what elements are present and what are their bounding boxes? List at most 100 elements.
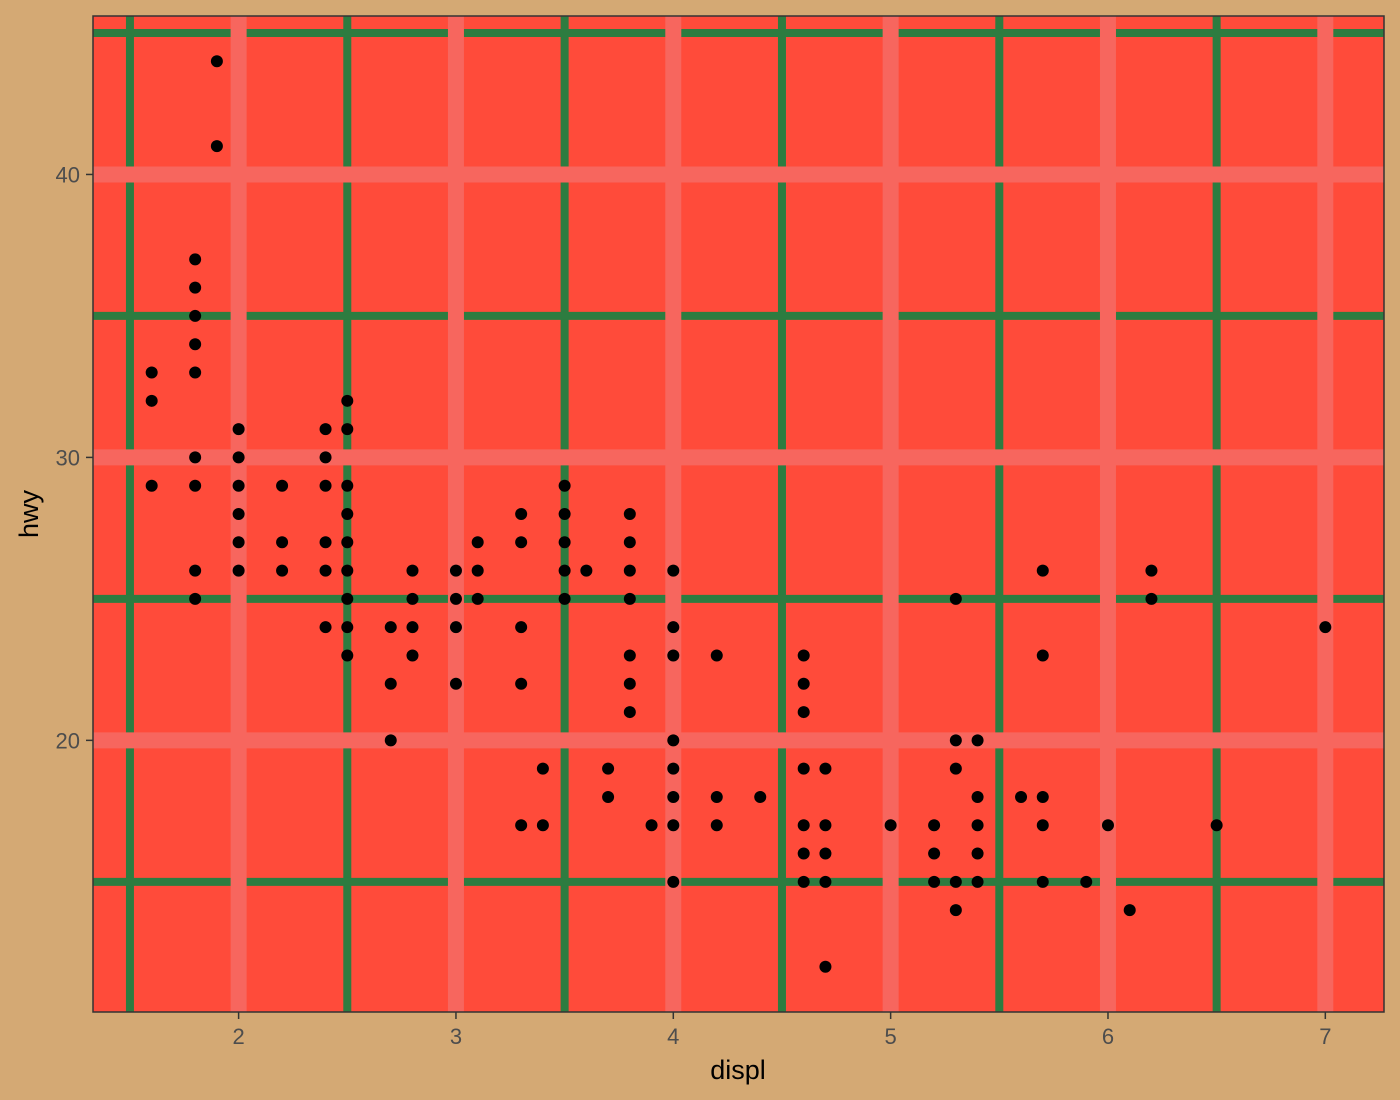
data-point: [449, 592, 462, 605]
x-tick-label: 2: [232, 1024, 244, 1049]
data-point: [558, 592, 571, 605]
data-point: [232, 451, 245, 464]
data-point: [971, 734, 984, 747]
data-point: [1080, 875, 1093, 888]
data-point: [884, 819, 897, 832]
data-point: [1015, 790, 1028, 803]
data-point: [406, 621, 419, 634]
data-point: [623, 536, 636, 549]
data-point: [1036, 819, 1049, 832]
data-point: [232, 564, 245, 577]
data-point: [384, 621, 397, 634]
data-point: [232, 508, 245, 520]
data-point: [406, 592, 419, 605]
data-point: [667, 875, 680, 888]
data-point: [623, 649, 636, 662]
x-tick-label: 7: [1319, 1024, 1331, 1049]
data-point: [406, 649, 419, 662]
data-point: [1036, 649, 1049, 662]
data-point: [819, 960, 832, 973]
data-point: [710, 819, 723, 832]
data-point: [819, 819, 832, 832]
data-point: [1123, 904, 1136, 917]
data-point: [384, 677, 397, 690]
data-point: [145, 394, 158, 407]
data-point: [971, 819, 984, 832]
data-point: [971, 847, 984, 860]
y-axis-title: hwy: [14, 489, 44, 538]
data-point: [232, 423, 245, 436]
data-point: [623, 706, 636, 719]
data-point: [210, 140, 223, 153]
data-point: [341, 508, 354, 520]
data-point: [797, 875, 810, 888]
data-point: [602, 762, 615, 775]
data-point: [949, 592, 962, 605]
data-point: [819, 847, 832, 860]
data-point: [558, 536, 571, 549]
data-point: [319, 451, 332, 464]
data-point: [471, 592, 484, 605]
data-point: [189, 338, 202, 351]
data-point: [189, 592, 202, 605]
data-point: [449, 621, 462, 634]
data-point: [210, 55, 223, 68]
data-point: [319, 621, 332, 634]
data-point: [623, 677, 636, 690]
panel-background: [93, 16, 1384, 1012]
data-point: [667, 790, 680, 803]
data-point: [623, 592, 636, 605]
data-point: [319, 536, 332, 549]
x-axis-ticks: 2 3 4 5 6 7: [232, 1012, 1331, 1049]
data-point: [754, 790, 767, 803]
y-axis-ticks: 20 30 40: [56, 162, 93, 753]
data-point: [797, 847, 810, 860]
data-point: [1319, 621, 1332, 634]
data-point: [536, 762, 549, 775]
data-point: [558, 564, 571, 577]
data-point: [515, 621, 528, 634]
data-point: [667, 762, 680, 775]
data-point: [449, 677, 462, 690]
data-point: [319, 564, 332, 577]
data-point: [667, 649, 680, 662]
data-point: [602, 790, 615, 803]
data-point: [276, 536, 289, 549]
data-point: [515, 536, 528, 549]
x-tick-label: 6: [1102, 1024, 1114, 1049]
data-point: [797, 706, 810, 719]
data-point: [145, 366, 158, 379]
data-point: [406, 564, 419, 577]
data-point: [232, 479, 245, 492]
data-point: [471, 536, 484, 549]
x-tick-label: 4: [667, 1024, 679, 1049]
data-point: [1145, 564, 1158, 577]
data-point: [1036, 790, 1049, 803]
data-point: [667, 621, 680, 634]
data-point: [189, 451, 202, 464]
data-point: [623, 508, 636, 520]
data-point: [667, 734, 680, 747]
data-point: [819, 875, 832, 888]
panel-border: [92, 15, 1385, 1013]
data-point: [928, 847, 941, 860]
data-point: [319, 479, 332, 492]
data-point: [667, 564, 680, 577]
data-point: [232, 536, 245, 549]
data-point: [797, 762, 810, 775]
data-point: [558, 479, 571, 492]
data-point: [471, 564, 484, 577]
data-point: [797, 677, 810, 690]
data-point: [667, 819, 680, 832]
x-tick-label: 5: [885, 1024, 897, 1049]
data-point: [580, 564, 593, 577]
data-point: [145, 479, 158, 492]
data-point: [515, 508, 528, 520]
data-point: [341, 394, 354, 407]
y-tick-label: 30: [56, 445, 80, 470]
data-point: [949, 762, 962, 775]
data-point: [710, 649, 723, 662]
x-axis-title: displ: [710, 1055, 766, 1085]
data-point: [276, 564, 289, 577]
